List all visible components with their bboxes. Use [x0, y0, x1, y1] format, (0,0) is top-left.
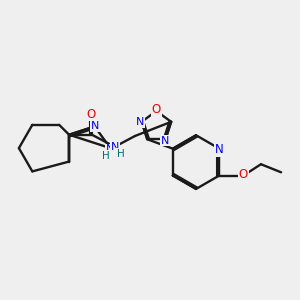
Text: O: O [86, 107, 95, 121]
Text: O: O [152, 103, 161, 116]
Text: N: N [90, 122, 99, 131]
Text: N: N [215, 143, 224, 157]
Text: N: N [111, 142, 119, 152]
Text: N: N [161, 136, 170, 146]
Text: N: N [106, 145, 115, 154]
Text: N: N [136, 117, 144, 127]
Text: H: H [102, 151, 110, 161]
Text: O: O [239, 168, 248, 181]
Text: H: H [117, 149, 124, 159]
